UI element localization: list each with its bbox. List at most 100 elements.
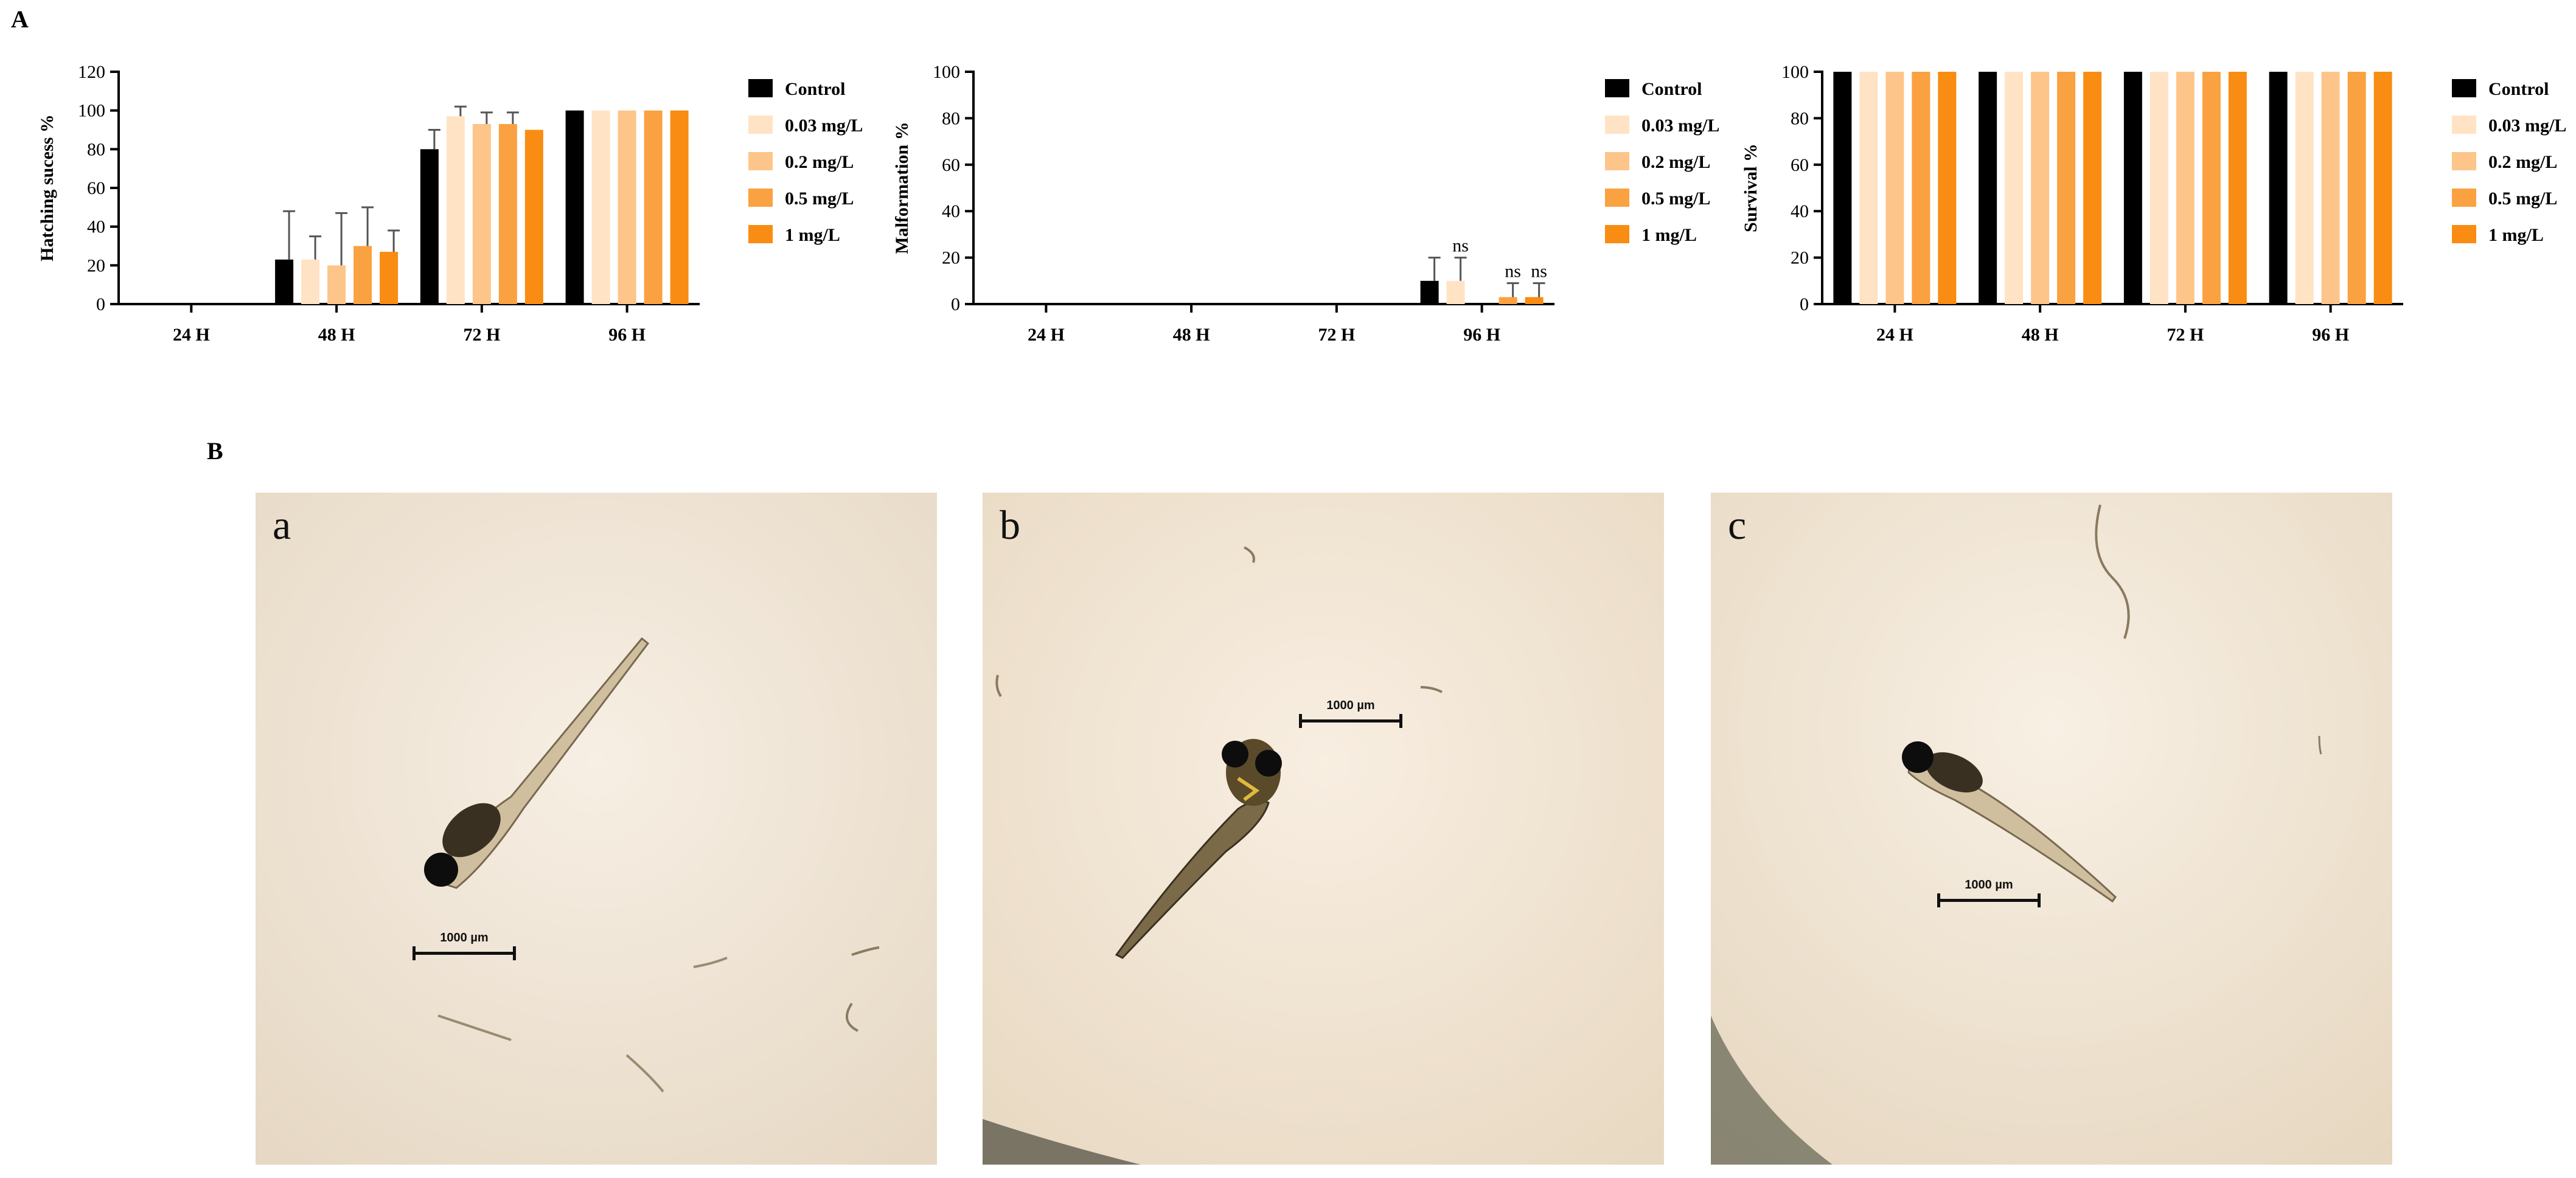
- bar-1-3-0: [1420, 280, 1439, 304]
- x-tick-label-0: 48 H: [318, 325, 355, 345]
- annotation-1-1: ns: [1505, 262, 1521, 282]
- bar-0-3-0: [565, 110, 584, 304]
- bar-0-1-2: [327, 265, 346, 304]
- legend-swatch-1-3: [1605, 189, 1629, 207]
- y-tick-label-1: 80: [942, 108, 960, 128]
- bar-1-3-4: [1525, 297, 1544, 304]
- legend-label-2-1: 0.03 mg/L: [2488, 116, 2566, 136]
- bar-2-0-4: [1938, 72, 1957, 304]
- bar-2-2-4: [2228, 72, 2247, 304]
- scale-tick-left-a: [413, 946, 416, 960]
- x-tick-label-2: 48 H: [2022, 325, 2059, 345]
- bar-0-1-1: [301, 259, 320, 304]
- annotation-1-2: ns: [1531, 262, 1547, 282]
- photo-letter-b: b: [1000, 502, 1020, 548]
- legend-swatch-2-0: [2452, 79, 2476, 97]
- x-tick-label-1: 24 H: [1028, 325, 1065, 345]
- legend-label-0-4: 1 mg/L: [785, 225, 840, 245]
- bar-2-3-4: [2373, 72, 2392, 304]
- larva-image-a: [256, 493, 937, 1165]
- scale-label-b: 1000 µm: [1326, 699, 1375, 712]
- bar-2-3-1: [2295, 72, 2314, 304]
- bar-2-0-2: [1885, 72, 1904, 304]
- bar-2-3-0: [2269, 72, 2288, 304]
- y-tick-label-2: 80: [1791, 108, 1809, 128]
- panel-b-label: B: [207, 437, 223, 465]
- bar-2-1-3: [2057, 72, 2076, 304]
- legend-label-1-4: 1 mg/L: [1641, 225, 1697, 245]
- legend-swatch-2-1: [2452, 116, 2476, 134]
- legend-swatch-1-0: [1605, 79, 1629, 97]
- bar-2-3-3: [2347, 72, 2366, 304]
- legend-label-0-1: 0.03 mg/L: [785, 116, 863, 136]
- y-tick-label-1: 40: [942, 201, 960, 221]
- scale-tick-left-c: [1937, 893, 1940, 907]
- scale-tick-right-c: [2038, 893, 2041, 907]
- panel-a-charts: 0 20 40 60 80 100 120 Hatching sucess % 24 H 48 H…: [37, 62, 2566, 345]
- photo-letter-a: a: [273, 502, 291, 548]
- y-tick-label-0: 120: [78, 62, 105, 82]
- bar-2-2-0: [2123, 72, 2142, 304]
- bar-0-1-3: [353, 246, 372, 304]
- x-tick-label-0: 72 H: [463, 325, 500, 345]
- y-tick-label-1: 60: [942, 155, 960, 175]
- bar-2-1-4: [2083, 72, 2102, 304]
- bar-2-3-2: [2321, 72, 2340, 304]
- larva-image-c: [1711, 493, 2392, 1165]
- scale-label-c: 1000 µm: [1965, 878, 2013, 892]
- larva-photo-b: b 1000 µm: [983, 493, 1664, 1165]
- scale-label-a: 1000 µm: [440, 931, 489, 944]
- bar-2-1-2: [2031, 72, 2050, 304]
- legend-swatch-2-2: [2452, 152, 2476, 170]
- y-tick-label-1: 100: [933, 62, 960, 82]
- bar-0-1-4: [380, 252, 399, 304]
- legend-swatch-0-0: [748, 79, 773, 97]
- y-tick-label-2: 100: [1781, 62, 1809, 82]
- legend-swatch-0-4: [748, 225, 773, 243]
- bar-2-1-1: [2005, 72, 2024, 304]
- legend-swatch-0-1: [748, 116, 773, 134]
- bar-2-0-1: [1859, 72, 1878, 304]
- bar-0-3-2: [618, 110, 636, 304]
- x-tick-label-1: 72 H: [1318, 325, 1355, 345]
- bar-0-3-1: [591, 110, 610, 304]
- y-tick-label-0: 20: [87, 255, 105, 275]
- legend-label-0-3: 0.5 mg/L: [785, 189, 854, 209]
- legend-swatch-1-1: [1605, 116, 1629, 134]
- legend-swatch-1-4: [1605, 225, 1629, 243]
- bar-0-2-2: [472, 123, 491, 304]
- y-tick-label-2: 0: [1800, 294, 1809, 314]
- bar-2-0-0: [1833, 72, 1852, 304]
- y-axis-title-1: Malformation %: [892, 122, 912, 254]
- x-tick-label-0: 24 H: [173, 325, 210, 345]
- scale-line-a: [413, 952, 516, 955]
- x-tick-label-2: 96 H: [2312, 325, 2349, 345]
- bar-0-1-0: [275, 259, 294, 304]
- bar-0-2-4: [524, 130, 543, 304]
- legend-swatch-1-2: [1605, 152, 1629, 170]
- annotation-1-0: ns: [1452, 236, 1469, 256]
- y-tick-label-2: 60: [1791, 155, 1809, 175]
- scale-tick-right-b: [1399, 714, 1402, 728]
- bar-2-1-0: [1979, 72, 1997, 304]
- legend-swatch-2-4: [2452, 225, 2476, 243]
- legend-label-2-3: 0.5 mg/L: [2488, 189, 2557, 209]
- y-tick-label-1: 20: [942, 248, 960, 268]
- bar-2-2-2: [2176, 72, 2195, 304]
- y-tick-label-2: 20: [1791, 248, 1809, 268]
- x-tick-label-2: 24 H: [1876, 325, 1913, 345]
- legend-swatch-2-3: [2452, 189, 2476, 207]
- x-tick-label-1: 48 H: [1173, 325, 1210, 345]
- legend-swatch-0-3: [748, 189, 773, 207]
- bar-1-3-1: [1446, 280, 1465, 304]
- scale-tick-left-b: [1299, 714, 1302, 728]
- legend-swatch-0-2: [748, 152, 773, 170]
- x-tick-label-2: 72 H: [2167, 325, 2204, 345]
- legend-label-0-2: 0.2 mg/L: [785, 152, 854, 172]
- scale-line-c: [1937, 899, 2041, 902]
- bar-0-2-3: [498, 123, 517, 304]
- bar-0-2-1: [446, 116, 465, 304]
- legend-label-1-1: 0.03 mg/L: [1641, 116, 1719, 136]
- y-tick-label-0: 80: [87, 139, 105, 159]
- legend-label-2-2: 0.2 mg/L: [2488, 152, 2557, 172]
